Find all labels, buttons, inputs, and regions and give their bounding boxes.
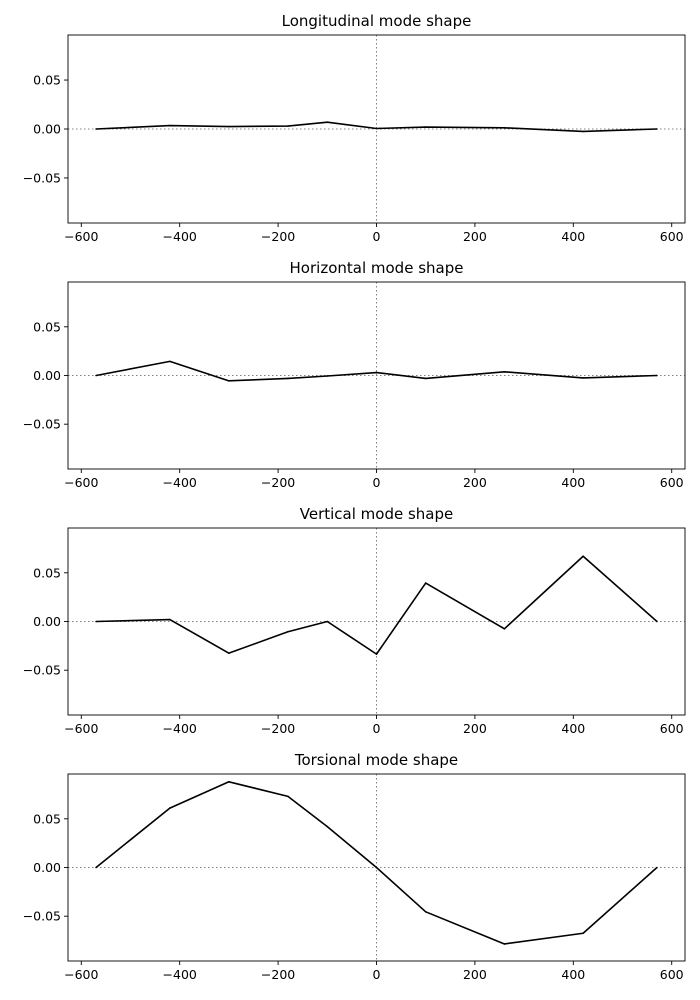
- chart-panel-2: Horizontal mode shape −600 −400 −200 0 200 400…: [23, 259, 686, 490]
- data-point: [503, 628, 506, 630]
- data-point: [582, 377, 584, 379]
- x-tick-label: 200: [463, 967, 487, 982]
- chart-title: Vertical mode shape: [300, 505, 454, 523]
- data-point: [424, 377, 427, 380]
- x-tick-label: −400: [163, 721, 197, 736]
- x-tick-label: 400: [561, 475, 585, 490]
- x-tick-label: −600: [64, 475, 98, 490]
- data-point: [582, 130, 584, 133]
- data-point: [287, 630, 289, 633]
- data-point: [375, 371, 378, 374]
- data-point: [375, 127, 378, 130]
- x-tick-label: −200: [261, 721, 295, 736]
- x-tick-label: 0: [373, 475, 381, 490]
- x-tick-label: −200: [261, 475, 295, 490]
- x-tick-label: −400: [163, 475, 197, 490]
- y-tick-label: 0.00: [33, 122, 61, 137]
- x-tick-label: −200: [261, 229, 295, 244]
- x-tick-label: 0: [373, 721, 381, 736]
- x-tick-label: 600: [660, 967, 684, 982]
- data-point: [375, 653, 378, 655]
- data-point: [95, 374, 97, 377]
- chart-panel-1: Longitudinal mode shape −600 −400 −200 0 200 4…: [23, 12, 686, 244]
- chart-title: Longitudinal mode shape: [282, 12, 472, 30]
- chart-panel-3: Vertical mode shape −600 −400 −200 0 200 400 60…: [23, 505, 686, 736]
- data-point: [326, 121, 329, 123]
- y-tick-label: −0.05: [23, 170, 61, 185]
- data-point: [228, 780, 230, 783]
- data-point: [95, 620, 97, 623]
- y-tick-label: 0.05: [33, 319, 61, 334]
- x-tick-label: 400: [561, 967, 585, 982]
- x-tick-label: 200: [463, 721, 487, 736]
- data-point: [169, 618, 171, 621]
- data-point: [169, 124, 171, 127]
- y-tick-label: 0.00: [33, 614, 61, 629]
- mode-shape-line: [95, 360, 657, 382]
- data-point: [228, 652, 230, 654]
- mode-shape-line: [96, 555, 658, 655]
- mode-shape-line: [96, 121, 657, 133]
- chart-title: Torsional mode shape: [294, 751, 458, 769]
- x-tick-label: 0: [373, 229, 381, 244]
- y-tick-label: 0.05: [33, 73, 61, 88]
- data-point: [228, 380, 230, 382]
- data-point: [287, 125, 289, 127]
- x-tick-label: 600: [660, 475, 684, 490]
- data-point: [582, 932, 584, 935]
- data-point: [582, 555, 584, 558]
- x-tick-label: 200: [463, 475, 487, 490]
- data-point: [424, 582, 427, 584]
- x-tick-label: 600: [660, 721, 684, 736]
- data-point: [503, 943, 506, 945]
- y-tick-label: 0.05: [33, 811, 61, 826]
- x-tick-label: 400: [561, 721, 585, 736]
- y-tick-label: −0.05: [23, 417, 61, 432]
- data-point: [95, 128, 97, 130]
- data-point: [656, 620, 658, 623]
- data-point: [326, 620, 329, 623]
- x-tick-label: −400: [163, 229, 197, 244]
- data-point: [326, 375, 329, 377]
- x-tick-label: 0: [373, 967, 381, 982]
- x-tick-label: −600: [64, 721, 98, 736]
- y-tick-label: 0.00: [33, 860, 61, 875]
- y-tick-label: −0.05: [23, 663, 61, 678]
- mode-shape-line: [95, 780, 658, 945]
- data-point: [656, 866, 658, 869]
- y-tick-label: −0.05: [23, 909, 61, 924]
- data-point: [169, 360, 171, 363]
- y-tick-label: 0.00: [33, 368, 61, 383]
- data-point: [95, 866, 97, 869]
- x-tick-label: −400: [163, 967, 197, 982]
- data-point: [424, 126, 427, 128]
- data-point: [287, 795, 289, 798]
- chart-title: Horizontal mode shape: [290, 259, 464, 277]
- data-point: [656, 374, 658, 377]
- x-tick-label: −600: [64, 229, 98, 244]
- data-point: [503, 127, 506, 129]
- x-tick-label: 400: [561, 229, 585, 244]
- data-point: [228, 125, 230, 128]
- y-tick-label: 0.05: [33, 565, 61, 580]
- data-point: [424, 911, 427, 913]
- data-point: [375, 866, 378, 869]
- x-tick-label: 600: [660, 229, 684, 244]
- x-tick-label: 200: [463, 229, 487, 244]
- x-tick-label: −200: [261, 967, 295, 982]
- chart-panel-4: Torsional mode shape −600 −400 −200 0 200 400 6…: [23, 751, 686, 982]
- data-point: [656, 128, 658, 130]
- data-point: [503, 370, 506, 373]
- data-point: [287, 377, 289, 380]
- data-point: [169, 807, 171, 809]
- x-tick-label: −600: [64, 967, 98, 982]
- data-point: [326, 825, 329, 828]
